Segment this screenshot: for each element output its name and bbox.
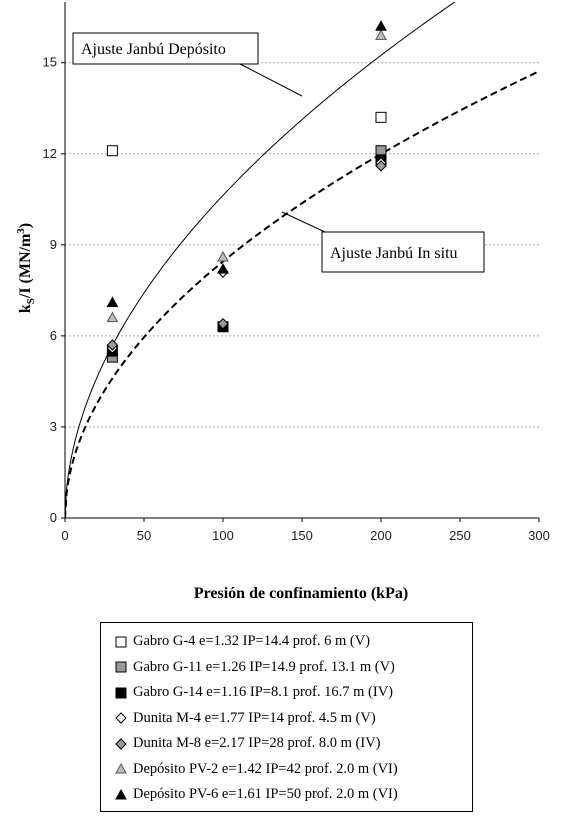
legend-label: Gabro G-14 e=1.16 IP=8.1 prof. 16.7 m (I… <box>133 684 393 701</box>
y-tick-label: 15 <box>43 55 57 70</box>
legend-marker <box>115 738 127 750</box>
legend-marker-diamond-gray-icon <box>115 738 127 750</box>
annotation-deposito-label: Ajuste Janbú Depósito <box>81 41 226 58</box>
y-tick-label: 9 <box>50 237 57 252</box>
legend-label: Dunita M-8 e=2.17 IP=28 prof. 8.0 m (IV) <box>133 735 381 752</box>
fit-curve-insitu <box>65 70 539 518</box>
axes <box>61 2 540 522</box>
data-point-square-gray <box>375 145 387 157</box>
legend-marker-square-gray-icon <box>115 661 127 673</box>
fit-curve-deposito <box>65 2 456 518</box>
legend: Gabro G-4 e=1.32 IP=14.4 prof. 6 m (V) Ga… <box>100 622 473 812</box>
annotation-insitu-label: Ajuste Janbú In situ <box>330 245 458 262</box>
y-tick-label: 6 <box>50 328 57 343</box>
legend-marker-square-open-icon <box>115 636 127 648</box>
data-point-triangle-gray <box>106 311 119 323</box>
data-point-diamond-gray <box>375 160 387 172</box>
legend-item: Dunita M-4 e=1.77 IP=14 prof. 4.5 m (V) <box>111 706 464 732</box>
x-tick-label: 50 <box>137 528 151 543</box>
y-axis-title: kS/I (MN/m3) <box>15 223 37 313</box>
data-point-diamond-gray <box>217 318 229 330</box>
legend-item: Depósito PV-2 e=1.42 IP=42 prof. 2.0 m (… <box>111 757 464 783</box>
x-tick-label: 100 <box>212 528 234 543</box>
x-tick-label: 250 <box>449 528 471 543</box>
legend-item: Depósito PV-6 e=1.61 IP=50 prof. 2.0 m (… <box>111 782 464 808</box>
data-point-triangle-black <box>106 296 119 307</box>
x-tick-label: 200 <box>370 528 392 543</box>
data-point-triangle-black <box>375 20 387 31</box>
legend-item: Gabro G-14 e=1.16 IP=8.1 prof. 16.7 m (I… <box>111 680 464 706</box>
fit-curves <box>65 2 539 518</box>
legend-marker <box>115 712 127 724</box>
legend-marker <box>115 763 127 774</box>
legend-item: Dunita M-8 e=2.17 IP=28 prof. 8.0 m (IV) <box>111 731 464 757</box>
legend-marker <box>115 661 127 673</box>
data-point-square-open <box>375 111 387 123</box>
annotation-insitu: Ajuste Janbú In situ <box>281 211 485 273</box>
annotation-deposito: Ajuste Janbú Depósito <box>72 32 303 97</box>
x-tick-label: 300 <box>528 528 550 543</box>
legend-marker-diamond-open-icon <box>115 712 127 724</box>
legend-item: Gabro G-11 e=1.26 IP=14.9 prof. 13.1 m (… <box>111 655 464 681</box>
data-point-triangle-gray <box>217 250 229 262</box>
data-point-triangle-gray <box>375 29 387 40</box>
data-points <box>106 20 387 363</box>
data-point-diamond-gray <box>106 339 119 351</box>
y-tick-label: 0 <box>50 510 57 525</box>
y-tick-label: 12 <box>43 146 57 161</box>
data-point-square-open <box>106 145 118 157</box>
legend-marker <box>115 687 127 699</box>
x-axis-title: Presión de confinamiento (kPa) <box>194 585 408 602</box>
legend-marker-triangle-black-icon <box>115 788 127 800</box>
legend-marker-square-black-icon <box>115 687 127 699</box>
x-tick-label: 0 <box>61 528 68 543</box>
legend-label: Dunita M-4 e=1.77 IP=14 prof. 4.5 m (V) <box>133 709 376 726</box>
grid-lines <box>65 62 539 428</box>
y-tick-label: 3 <box>50 419 57 434</box>
legend-marker <box>115 788 127 800</box>
legend-marker-triangle-gray-icon <box>115 763 127 774</box>
legend-label: Depósito PV-6 e=1.61 IP=50 prof. 2.0 m (… <box>133 786 398 803</box>
data-point-triangle-black <box>217 263 229 274</box>
legend-label: Gabro G-11 e=1.26 IP=14.9 prof. 13.1 m (… <box>133 658 395 675</box>
legend-marker <box>115 636 127 648</box>
legend-label: Gabro G-4 e=1.32 IP=14.4 prof. 6 m (V) <box>133 633 371 650</box>
x-tick-label: 150 <box>291 528 313 543</box>
legend-item: Gabro G-4 e=1.32 IP=14.4 prof. 6 m (V) <box>111 629 464 655</box>
legend-label: Depósito PV-2 e=1.42 IP=42 prof. 2.0 m (… <box>133 760 398 777</box>
